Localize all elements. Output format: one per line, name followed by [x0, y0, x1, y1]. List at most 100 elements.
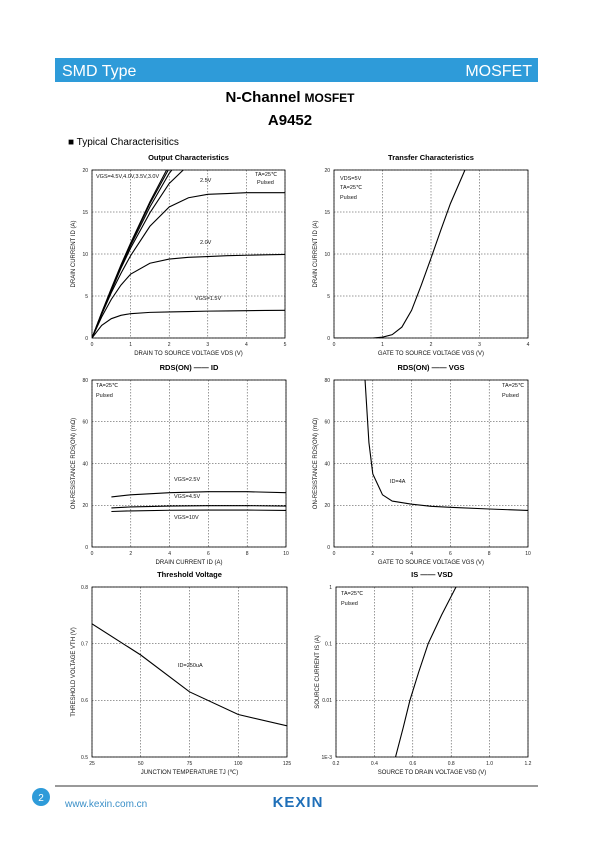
annotation: VGS=4.5V,4.0V,3.5V,3.0V: [96, 174, 159, 180]
chart: 0 2 4 6 8 10 0 20 40 60 80 RDS(ON) —— ID DRAIN CURRE…: [71, 363, 289, 566]
y-tick-label: 0: [327, 336, 330, 342]
y-tick-label: 0.01: [322, 698, 332, 704]
annotation: TA=25℃: [96, 383, 119, 389]
y-tick-label: 40: [82, 461, 88, 467]
x-tick-label: 75: [187, 761, 193, 767]
x-tick-label: 10: [283, 551, 289, 557]
y-axis-label: DRAIN CURRENT ID (A): [313, 221, 319, 288]
x-tick-label: 8: [488, 551, 491, 557]
x-tick-label: 0.6: [409, 761, 416, 767]
annotation: Pulsed: [502, 393, 519, 399]
annotation: 2.5V: [200, 178, 212, 184]
x-tick-label: 10: [525, 551, 531, 557]
y-tick-label: 80: [324, 378, 330, 384]
curve: [111, 505, 286, 509]
footer-url: www.kexin.com.cn: [64, 799, 147, 810]
x-tick-label: 1.0: [486, 761, 493, 767]
plot-frame: [91, 379, 287, 548]
x-tick-label: 3: [206, 342, 209, 348]
x-tick-label: 6: [449, 551, 452, 557]
x-tick-label: 4: [168, 551, 171, 557]
y-tick-label: 15: [324, 210, 330, 216]
chart: 0.2 0.4 0.6 0.8 1.0 1.2 1E-3 0.01 0.1 1 IS —— VSD S…: [315, 570, 532, 776]
page-number: 2: [38, 793, 44, 804]
annotation: ID=250uA: [178, 663, 203, 669]
title-sub: MOSFET: [305, 91, 356, 105]
x-tick-label: 3: [478, 342, 481, 348]
x-tick-label: 2: [371, 551, 374, 557]
x-tick-label: 25: [89, 761, 95, 767]
x-axis-label: GATE TO SOURCE VOLTAGE VGS (V): [378, 560, 484, 566]
y-axis-label: ON-RESISTANCE RDS(ON) (mΩ): [313, 418, 319, 509]
logo: KEXIN: [273, 794, 324, 811]
y-tick-label: 0: [85, 545, 88, 551]
annotation: TA=25℃: [341, 591, 364, 597]
chart: 25 50 75 100 125 0.5 0.6 0.7 0.8 Threshold Voltag…: [71, 570, 291, 776]
x-tick-label: 4: [527, 342, 530, 348]
annotation: TA=25℃: [502, 383, 525, 389]
x-tick-label: 0: [91, 342, 94, 348]
x-tick-label: 2: [430, 342, 433, 348]
annotation: VDS=5V: [340, 176, 362, 182]
header-left: SMD Type: [62, 63, 137, 80]
title-main: N-Channel: [226, 89, 301, 106]
y-tick-label: 5: [85, 294, 88, 300]
y-tick-label: 10: [324, 252, 330, 258]
annotation: TA=25℃: [255, 172, 278, 178]
annotation: VGS=4.5V: [174, 494, 200, 500]
y-tick-label: 20: [82, 503, 88, 509]
x-tick-label: 0: [333, 551, 336, 557]
annotation: Pulsed: [257, 180, 274, 186]
x-tick-label: 6: [207, 551, 210, 557]
y-tick-label: 15: [82, 210, 88, 216]
x-tick-label: 1: [381, 342, 384, 348]
y-tick-label: 80: [82, 378, 88, 384]
y-tick-label: 5: [327, 294, 330, 300]
header-bar: [55, 58, 538, 82]
y-tick-label: 0: [327, 545, 330, 551]
y-tick-label: 20: [82, 168, 88, 174]
x-axis-label: JUNCTION TEMPERATURE TJ (℃): [141, 770, 238, 776]
chart-title: Output Characteristics: [148, 153, 229, 162]
chart-title: Threshold Voltage: [157, 570, 222, 579]
header-right: MOSFET: [465, 63, 532, 80]
annotation: ID=4A: [390, 479, 406, 485]
y-axis-label: ON-RESISTANCE RDS(ON) (mΩ): [71, 418, 77, 509]
annotation: VGS=2.5V: [174, 477, 200, 483]
curve: [364, 380, 528, 512]
y-axis-label: THRESHOLD VOLTAGE VTH (V): [71, 627, 77, 716]
x-tick-label: 1.2: [525, 761, 532, 767]
annotation: VGS=10V: [174, 515, 199, 521]
y-tick-label: 60: [82, 420, 88, 426]
curve: [111, 491, 286, 498]
x-tick-label: 0.8: [448, 761, 455, 767]
y-tick-label: 0.1: [325, 641, 332, 647]
x-tick-label: 50: [138, 761, 144, 767]
x-tick-label: 4: [245, 342, 248, 348]
x-tick-label: 0: [333, 342, 336, 348]
chart: 0 1 2 3 4 5 0 5 10 15 20 Output Characteristics DRAI…: [71, 153, 287, 357]
y-tick-label: 0.8: [81, 585, 88, 591]
y-tick-label: 0.5: [81, 755, 88, 761]
annotation: Pulsed: [96, 393, 113, 399]
annotation: VGS=1.5V: [195, 296, 221, 302]
chart-title: RDS(ON) —— VGS: [397, 363, 464, 372]
x-tick-label: 125: [283, 761, 292, 767]
curve: [92, 253, 285, 338]
plot-frame: [333, 379, 529, 548]
y-tick-label: 20: [324, 168, 330, 174]
section-title: ■ Typical Characterisitics: [68, 137, 179, 148]
x-axis-label: SOURCE TO DRAIN VOLTAGE VSD (V): [378, 770, 487, 776]
x-axis-label: GATE TO SOURCE VOLTAGE VGS (V): [378, 351, 484, 357]
y-tick-label: 40: [324, 461, 330, 467]
x-tick-label: 1: [129, 342, 132, 348]
annotation: 2.0V: [200, 240, 212, 246]
chart: 0 2 4 6 8 10 0 20 40 60 80 RDS(ON) —— VGS GATE TO SO…: [313, 363, 531, 566]
y-axis-label: SOURCE CURRENT IS (A): [315, 635, 321, 709]
curve: [92, 309, 285, 338]
x-tick-label: 2: [129, 551, 132, 557]
y-tick-label: 0.6: [81, 698, 88, 704]
annotation: Pulsed: [341, 601, 358, 607]
chart-title: Transfer Characteristics: [388, 153, 474, 162]
plot-frame: [91, 169, 286, 339]
